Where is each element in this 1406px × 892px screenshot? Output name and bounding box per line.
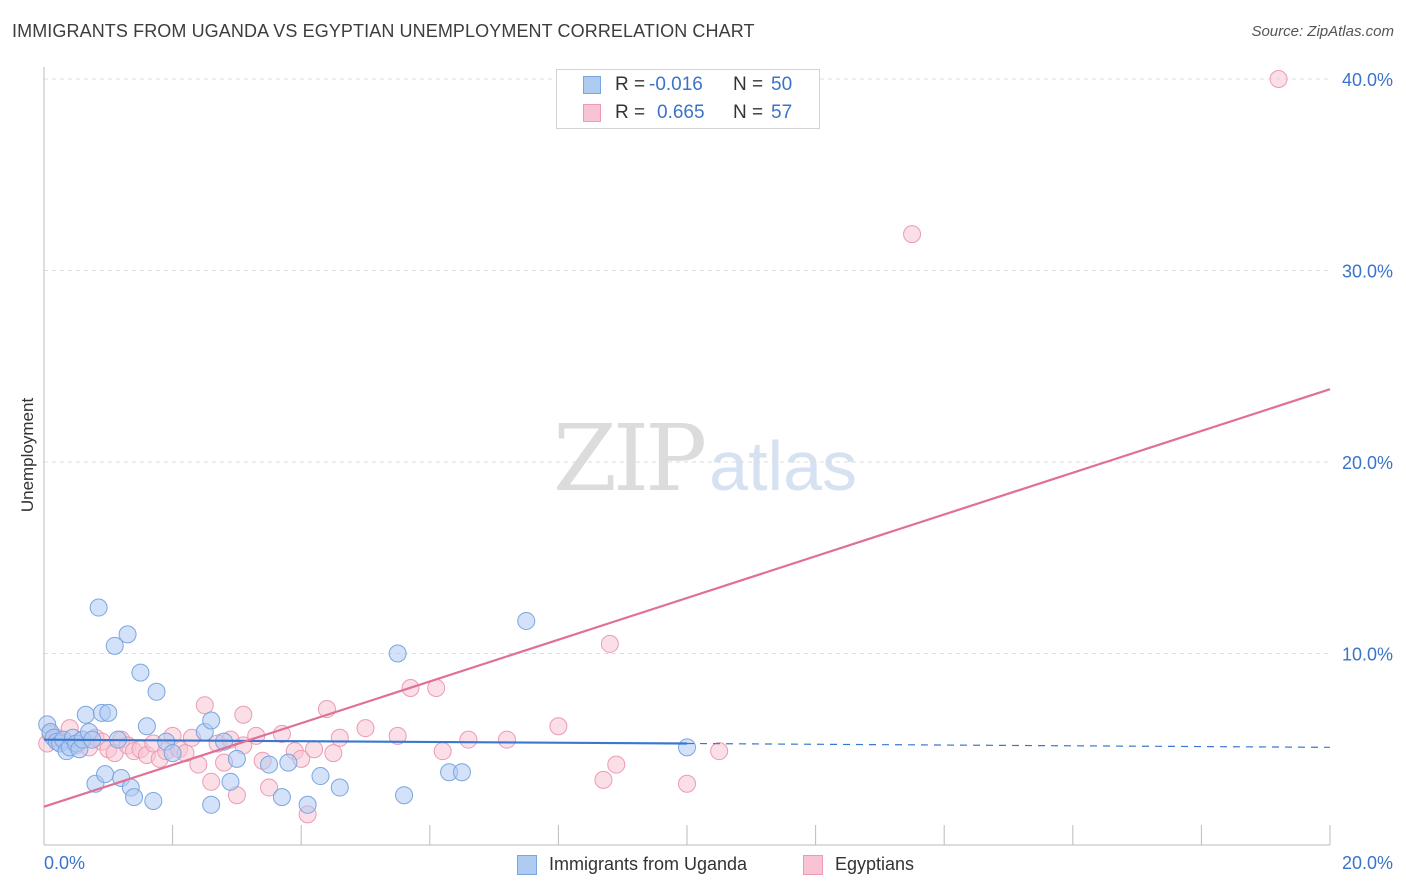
uganda-point [279,753,298,772]
egypt-point [388,726,407,745]
egypt-point [260,778,279,797]
watermark-zip: ZIP [553,405,707,512]
uganda-point [298,795,317,814]
uganda-point [260,755,279,774]
uganda-point [125,788,144,807]
watermark-atlas: atlas [709,427,858,505]
egypt-point [195,696,214,715]
egypt-point [305,740,324,759]
y-tick-label: 20.0% [1342,453,1393,473]
egyptians-points [38,70,1288,824]
egypt-point [433,742,452,761]
uganda-point [131,663,150,682]
bottom-legend-label-egypt: Egyptians [835,854,915,874]
trend-lines [43,388,1331,808]
uganda-points [38,598,696,814]
legend-r-value: 0.665 [657,102,705,123]
legend-n-value: 50 [771,74,793,95]
uganda-point [395,786,414,805]
egypt-point [607,755,626,774]
uganda-point [147,682,166,701]
egypt-point [330,728,349,747]
uganda-point [105,636,124,655]
egypt-point [710,742,729,761]
legend-swatch-uganda [583,76,601,94]
uganda-point [311,767,330,786]
uganda-point [452,763,471,782]
source-credit: Source: ZipAtlas.com [1251,23,1394,40]
uganda-point [272,788,291,807]
y-tick-label: 30.0% [1342,262,1393,282]
egypt-point [594,770,613,789]
uganda-point [517,611,536,630]
uganda-point [144,791,163,810]
egypt-point [202,772,221,791]
y-tick-label: 40.0% [1342,70,1393,90]
bottom-legend-swatch-uganda [517,855,537,875]
legend-r-label: R = [615,102,646,123]
egypt-point [549,717,568,736]
axes [43,67,1331,846]
bottom-legend-swatch-egypt [803,855,823,875]
legend-n-label: N = [733,102,764,123]
x-tick-label: 20.0% [1342,853,1393,873]
egypt-point [459,730,478,749]
egypt-point [356,719,375,738]
watermark: ZIPatlas [553,405,857,512]
egypt-point [234,705,253,724]
uganda-point [227,749,246,768]
tick-labels: 10.0% 20.0% 30.0% 40.0% 0.0% 20.0% [44,70,1393,873]
uganda-trend-line [43,738,688,745]
uganda-point [202,795,221,814]
uganda-point [330,778,349,797]
legend-swatch-egypt [583,104,601,122]
uganda-point [76,705,95,724]
egypt-point [678,774,696,793]
correlation-legend: R = -0.016 N = 50 R = 0.665 N = 57 [556,69,820,129]
egypt-point [497,730,516,749]
bottom-legend-label-uganda: Immigrants from Uganda [549,854,748,874]
x-tick-label: 0.0% [44,853,85,873]
grid-lines [44,78,1330,654]
egypt-point [600,634,619,653]
legend-r-value: -0.016 [649,74,703,95]
legend-r-label: R = [615,74,646,95]
y-tick-label: 10.0% [1342,645,1393,665]
uganda-point [99,703,118,722]
uganda-point [678,738,696,757]
uganda-point [202,711,221,730]
uganda-point [89,598,108,617]
uganda-point [137,717,156,736]
egypt-point [324,744,343,763]
egypt-point [272,724,291,743]
egypt-point [1269,70,1288,88]
uganda-point [388,644,407,663]
uganda-point [163,744,182,763]
uganda-point [118,625,137,644]
chart-title: IMMIGRANTS FROM UGANDA VS EGYPTIAN UNEMP… [12,21,755,41]
legend-n-label: N = [733,74,764,95]
egypt-trend-line [43,388,1331,808]
uganda-trend-extension [686,742,1331,748]
uganda-point [221,772,240,791]
uganda-point [96,765,115,784]
egypt-point [903,225,922,244]
legend-n-value: 57 [771,102,793,123]
